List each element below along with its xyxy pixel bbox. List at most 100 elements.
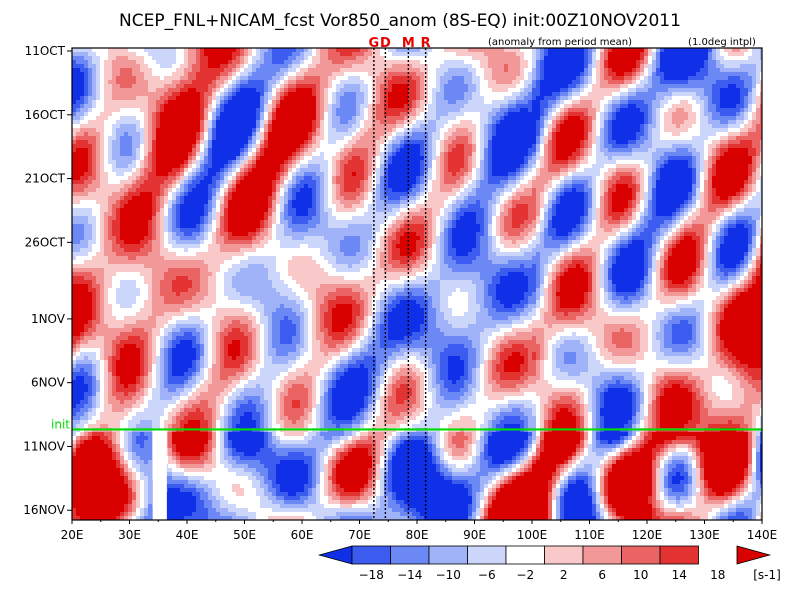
field-cell <box>272 124 276 128</box>
field-cell <box>604 116 608 120</box>
field-cell <box>444 156 448 160</box>
field-cell <box>188 88 192 92</box>
field-cell <box>596 48 600 52</box>
field-cell <box>552 124 556 128</box>
field-cell <box>416 80 420 84</box>
field-cell <box>244 68 248 72</box>
field-cell <box>232 88 236 92</box>
field-cell <box>92 92 96 96</box>
field-cell <box>668 160 672 164</box>
field-cell <box>348 160 352 164</box>
field-cell <box>636 84 640 88</box>
field-cell <box>600 96 604 100</box>
field-cell <box>88 116 92 120</box>
field-cell <box>484 64 488 68</box>
field-cell <box>220 72 224 76</box>
field-cell <box>652 108 656 112</box>
field-cell <box>672 140 676 144</box>
field-cell <box>208 160 212 164</box>
field-cell <box>520 144 524 148</box>
field-cell <box>640 124 644 128</box>
field-cell <box>280 116 284 120</box>
field-cell <box>524 64 528 68</box>
field-cell <box>456 160 460 164</box>
field-cell <box>284 96 288 100</box>
field-cell <box>296 92 300 96</box>
field-cell <box>560 116 564 120</box>
field-cell <box>452 88 456 92</box>
field-cell <box>288 148 292 152</box>
field-cell <box>360 84 364 88</box>
field-cell <box>160 76 164 80</box>
field-cell <box>492 64 496 68</box>
field-cell <box>240 136 244 140</box>
field-cell <box>184 128 188 132</box>
field-cell <box>596 76 600 80</box>
field-cell <box>140 148 144 152</box>
field-cell <box>388 72 392 76</box>
field-cell <box>612 156 616 160</box>
field-cell <box>356 96 360 100</box>
field-cell <box>192 52 196 56</box>
field-cell <box>432 156 436 160</box>
field-cell <box>88 88 92 92</box>
field-cell <box>648 156 652 160</box>
field-cell <box>120 128 124 132</box>
field-cell <box>428 92 432 96</box>
field-cell <box>256 68 260 72</box>
field-cell <box>404 60 408 64</box>
field-cell <box>340 56 344 60</box>
field-cell <box>468 116 472 120</box>
field-cell <box>688 132 692 136</box>
field-cell <box>544 140 548 144</box>
field-cell <box>400 116 404 120</box>
field-cell <box>652 112 656 116</box>
field-cell <box>624 80 628 84</box>
field-cell <box>528 104 532 108</box>
field-cell <box>120 132 124 136</box>
field-cell <box>140 96 144 100</box>
field-cell <box>516 140 520 144</box>
field-cell <box>104 108 108 112</box>
field-cell <box>704 124 708 128</box>
field-cell <box>664 116 668 120</box>
field-cell <box>408 136 412 140</box>
field-cell <box>260 152 264 156</box>
field-cell <box>108 156 112 160</box>
field-cell <box>676 96 680 100</box>
field-cell <box>124 56 128 60</box>
field-cell <box>640 96 644 100</box>
field-cell <box>520 96 524 100</box>
field-cell <box>204 96 208 100</box>
field-cell <box>220 60 224 64</box>
field-cell <box>416 160 420 164</box>
field-cell <box>476 152 480 156</box>
field-cell <box>288 52 292 56</box>
field-cell <box>432 144 436 148</box>
field-cell <box>92 48 96 52</box>
field-cell <box>524 88 528 92</box>
field-cell <box>644 60 648 64</box>
field-cell <box>428 96 432 100</box>
field-cell <box>156 128 160 132</box>
field-cell <box>584 132 588 136</box>
field-cell <box>704 48 708 52</box>
field-cell <box>184 156 188 160</box>
field-cell <box>380 152 384 156</box>
field-cell <box>264 64 268 68</box>
field-cell <box>612 84 616 88</box>
field-cell <box>580 156 584 160</box>
field-cell <box>268 48 272 52</box>
field-cell <box>408 92 412 96</box>
field-cell <box>440 52 444 56</box>
field-cell <box>536 140 540 144</box>
field-cell <box>164 56 168 60</box>
field-cell <box>684 92 688 96</box>
field-cell <box>104 96 108 100</box>
field-cell <box>644 72 648 76</box>
field-cell <box>412 60 416 64</box>
field-cell <box>136 152 140 156</box>
field-cell <box>388 60 392 64</box>
field-cell <box>736 140 740 144</box>
field-cell <box>608 112 612 116</box>
